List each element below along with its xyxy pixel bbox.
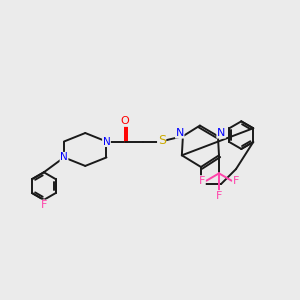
Text: F: F [216, 190, 222, 201]
Text: N: N [103, 136, 110, 146]
Text: N: N [176, 128, 184, 138]
Text: F: F [41, 200, 47, 210]
Text: F: F [199, 176, 205, 186]
Text: S: S [158, 134, 166, 147]
Text: O: O [120, 116, 129, 126]
Text: N: N [60, 152, 68, 162]
Text: F: F [233, 176, 239, 186]
Text: N: N [217, 128, 225, 138]
